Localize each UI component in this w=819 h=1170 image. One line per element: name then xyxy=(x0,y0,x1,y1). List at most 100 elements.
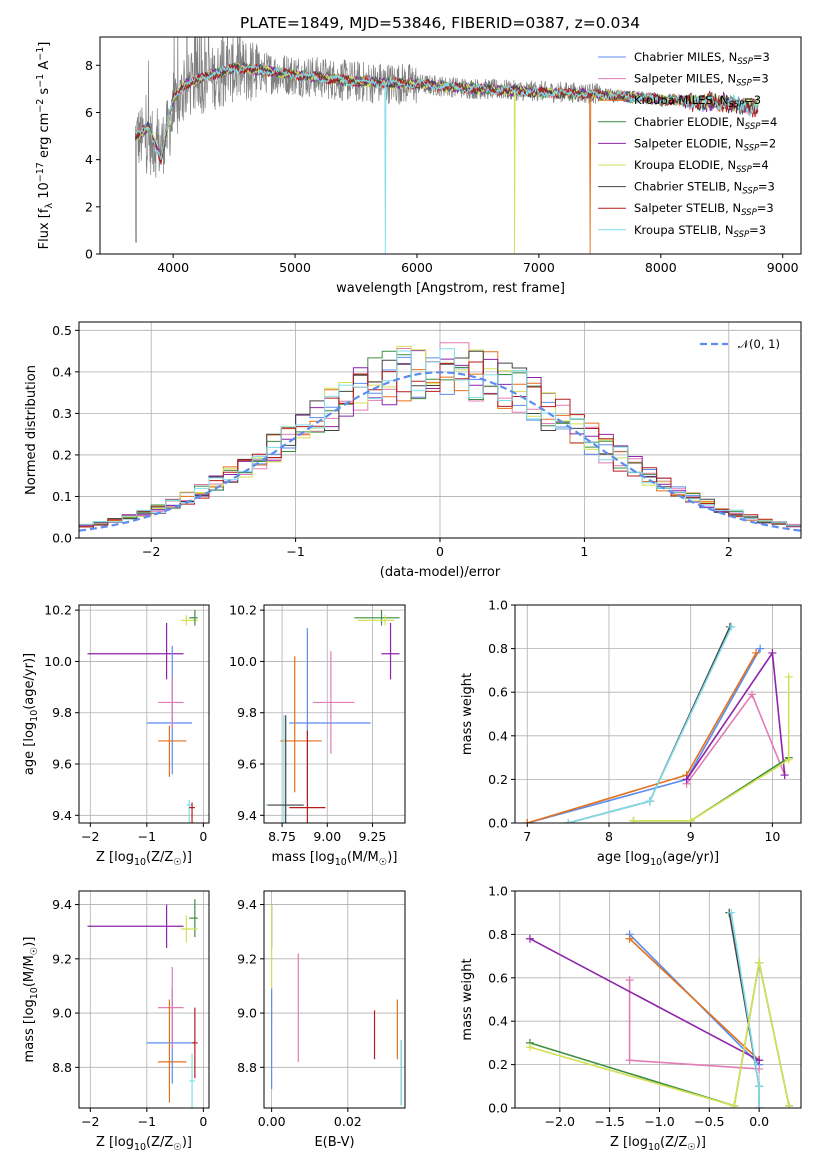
y-tick-label: 8 xyxy=(85,58,93,73)
x-axis-label: wavelength [Angstrom, rest frame] xyxy=(336,281,565,296)
y-axis-label: mass [log10(M/M☉)] xyxy=(22,937,40,1063)
y-tick-label: 0.0 xyxy=(488,816,508,831)
weight-series xyxy=(529,937,760,1062)
legend-subscript: SSP xyxy=(742,187,758,197)
label-part: (age/yr)] xyxy=(22,653,37,710)
label-part: )] xyxy=(22,937,37,947)
weight-marker xyxy=(629,816,638,823)
y-tick-label: 0.3 xyxy=(52,406,72,421)
weight-series xyxy=(527,652,757,823)
x-tick-label: 7 xyxy=(523,829,531,844)
histogram-series xyxy=(79,348,801,529)
weight-marker xyxy=(785,1101,794,1108)
x-tick-label: −1.0 xyxy=(644,1114,674,1129)
weight-series xyxy=(567,626,731,823)
x-tick-label: 0.0 xyxy=(749,1114,769,1129)
x-tick-label: 8 xyxy=(605,829,613,844)
panel-mass-vs-z: −2 −1 08.89.09.29.4Z [log10(Z/Z☉)]mass [lo… xyxy=(22,890,210,1153)
spectrum-plot-area: 4000 5000 6000 7000 8000 9000 0 2 4 6 8 wavelength … xyxy=(35,36,802,296)
x-tick-label: −2.0 xyxy=(545,1114,575,1129)
legend-nssp: =3 xyxy=(757,201,774,215)
model-spectrum xyxy=(134,64,758,254)
legend-subscript: SSP xyxy=(734,230,750,240)
legend-label: Salpeter STELIB, NSSP=3 xyxy=(634,201,774,218)
label-part: mass weight xyxy=(460,958,475,1040)
y-tick-label: 9.2 xyxy=(52,951,72,966)
panel-mass-vs-ebv: 0.00 0.02 8.8 9.0 9.2 9.4 E(B-V) xyxy=(237,890,406,1150)
x-tick-label: 9 xyxy=(687,829,695,844)
y-tick-label: 10.0 xyxy=(229,654,257,669)
label-part: age [ xyxy=(22,742,37,775)
x-tick-label: −1 xyxy=(138,829,156,844)
label-part: ☉ xyxy=(173,1142,182,1153)
legend-model-name: Salpeter STELIB, N xyxy=(634,201,741,215)
x-tick-label: −1 xyxy=(286,544,304,559)
label-part: λ xyxy=(44,203,55,209)
weight-marker xyxy=(727,622,736,631)
x-tick-label: −0.5 xyxy=(694,1114,724,1129)
y-tick-label: 0.8 xyxy=(488,927,508,942)
plot-marks xyxy=(134,37,759,254)
x-axis-label: E(B-V) xyxy=(314,1135,354,1150)
mass-vs-ebv-plot-area: 0.00 0.02 8.8 9.0 9.2 9.4 E(B-V) xyxy=(237,890,406,1150)
axes-frame xyxy=(263,890,406,1109)
label-part: 10 xyxy=(650,857,662,868)
y-tick-label: 9.4 xyxy=(52,897,72,912)
x-tick-label: 9000 xyxy=(767,260,799,275)
y-tick-label: 10.0 xyxy=(44,654,72,669)
y-tick-label: 9.4 xyxy=(237,897,257,912)
label-part: (Z/Z xyxy=(146,850,173,865)
legend-label: Kroupa ELODIE, NSSP=4 xyxy=(634,158,769,175)
weight-vs-z-plot-area: −2.0 −1.5 −1.0 −0.5 0.0 0.0 0.2 0.4 0.6 0.8 1.0 Z [… xyxy=(460,884,802,1153)
label-part: E(B-V) xyxy=(314,1135,354,1150)
legend-label: Kroupa MILES, NSSP=3 xyxy=(634,93,761,110)
y-tick-label: 8.8 xyxy=(237,1060,257,1075)
y-tick-label: 0.6 xyxy=(488,685,508,700)
legend-subscript: SSP xyxy=(736,165,752,175)
label-part: Normed distribution xyxy=(24,365,39,495)
y-axis-label: Flux [fλ 10−17 erg cm−2 s−1 A−1] xyxy=(35,42,55,250)
weight-marker xyxy=(756,644,765,653)
y-tick-label: 9.8 xyxy=(237,705,257,720)
label-part: log xyxy=(630,850,650,865)
label-part: −1 xyxy=(35,74,46,88)
x-tick-label: 9.00 xyxy=(313,829,341,844)
label-part: (M/M xyxy=(347,850,379,865)
x-tick-label: 0 xyxy=(199,1114,207,1129)
y-tick-label: 9.4 xyxy=(52,808,72,823)
x-axis-label: Z [log10(Z/Z☉)] xyxy=(96,850,192,868)
label-part: (age/yr)] xyxy=(662,850,719,865)
label-part: )] xyxy=(696,1135,706,1150)
label-part: s xyxy=(37,88,52,99)
y-tick-label: 8.8 xyxy=(52,1060,72,1075)
legend-nssp: =4 xyxy=(760,115,777,129)
plot-marks xyxy=(523,622,793,823)
x-tick-label: 8.75 xyxy=(268,829,296,844)
label-part: 10 xyxy=(37,182,52,203)
y-tick-label: 10.2 xyxy=(229,603,257,618)
legend-nssp: =4 xyxy=(752,158,769,172)
label-part: (Z/Z xyxy=(660,1135,687,1150)
y-tick-label: 9.2 xyxy=(237,951,257,966)
label-part: (data-model)/error xyxy=(380,565,501,580)
weight-marker xyxy=(784,755,793,764)
y-tick-label: 9.4 xyxy=(237,808,257,823)
y-tick-label: 0.2 xyxy=(52,447,72,462)
legend-nssp: =3 xyxy=(753,50,770,64)
weight-marker xyxy=(625,975,634,984)
y-tick-label: 9.0 xyxy=(237,1006,257,1021)
plot-marks xyxy=(87,899,198,1108)
label-part: log xyxy=(114,850,134,865)
legend-subscript: SSP xyxy=(744,143,760,153)
label-part: mass weight xyxy=(460,673,475,755)
label-part: mass [ xyxy=(22,1019,37,1062)
legend-nssp: =3 xyxy=(744,93,761,107)
weight-series xyxy=(529,962,790,1107)
y-tick-label: 9.0 xyxy=(52,1006,72,1021)
weight-series xyxy=(633,676,790,822)
panel-weight-vs-z: −2.0 −1.5 −1.0 −0.5 0.0 0.0 0.2 0.4 0.6 0.8 1.0 Z [… xyxy=(460,884,802,1153)
legend-nssp: =3 xyxy=(752,72,769,86)
